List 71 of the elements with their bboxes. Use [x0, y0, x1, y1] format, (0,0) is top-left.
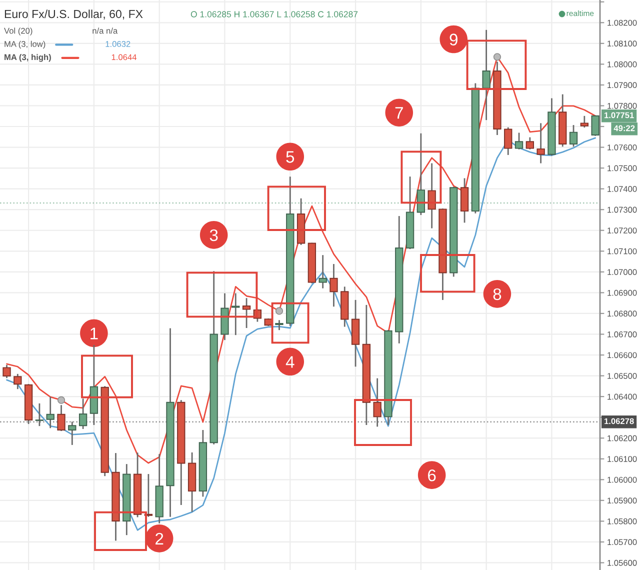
candlestick [35, 402, 44, 427]
candlestick [416, 132, 426, 216]
y-tick-label: 1.05800 [608, 518, 637, 524]
candlestick [330, 263, 338, 308]
candlestick [504, 126, 512, 156]
candlestick [536, 122, 545, 164]
candlestick [2, 364, 11, 379]
annotation: Vol (20) [4, 28, 32, 36]
y-tick-label: 1.06100 [608, 456, 637, 462]
annotation: 7 [395, 107, 403, 119]
candlestick [14, 373, 22, 390]
y-tick-label: 1.05600 [608, 560, 637, 566]
y-tick-label: 1.05700 [608, 539, 637, 546]
y-tick-label: 1.07500 [608, 165, 637, 172]
candlestick [428, 162, 436, 229]
candlestick [526, 136, 534, 150]
text: O 1.06285 H 1.06367 L 1.06258 C 1.06287 [190, 11, 358, 18]
point [275, 307, 284, 315]
annotation: 1.07751 [604, 112, 634, 118]
annotation: 5 [286, 151, 294, 163]
y-tick-label: 1.06400 [608, 394, 637, 400]
y-tick-label: 1.07000 [608, 269, 637, 276]
annotation: 2 [156, 532, 164, 544]
y-tick-label: 1.08000 [608, 61, 637, 68]
annotation: 8 [493, 288, 502, 300]
y-tick-label: 1.08200 [608, 20, 637, 26]
candlestick [242, 297, 251, 329]
y-tick-label: 1.06900 [608, 290, 637, 296]
annotation: 1.0644 [112, 54, 136, 60]
ref-line-label: 1.06278 [604, 418, 634, 424]
annotation: 4 [286, 356, 294, 368]
y-tick-label: 1.05900 [608, 498, 637, 504]
point [493, 53, 502, 61]
candlestick [318, 254, 327, 290]
annotation: 1 [90, 328, 98, 340]
y-tick-label: 1.07300 [608, 206, 637, 213]
candlestick [580, 115, 588, 128]
y-tick-label: 1.08100 [608, 40, 637, 47]
annotation: n/a n/a [92, 28, 118, 34]
y-tick-label: 1.07800 [608, 102, 637, 109]
text: Euro Fx/U.S. Dollar, 60, FX [4, 10, 143, 20]
annotation: 6 [428, 469, 436, 482]
candlestick [569, 124, 578, 148]
candlestick [232, 292, 240, 336]
y-tick-label: 1.06600 [608, 352, 637, 358]
candlestick [68, 420, 76, 446]
y-tick-label: 1.06800 [608, 310, 637, 317]
y-tick-label: 1.07900 [608, 82, 637, 88]
y-tick-label: 1.06500 [608, 372, 637, 379]
candlestick [275, 319, 284, 331]
y-tick-label: 1.07400 [608, 186, 637, 192]
y-tick-label: 1.07200 [608, 228, 637, 234]
candlestick [514, 132, 524, 150]
legend-label: MA (3, high) [4, 54, 51, 62]
y-tick-label: 1.07100 [608, 248, 637, 254]
y-tick-label: 1.06200 [608, 435, 637, 442]
annotation: 1.0632 [106, 41, 130, 47]
legend-label: MA (3, low) [4, 40, 46, 49]
y-tick-label: 1.06700 [608, 331, 637, 338]
text: 49:22 [614, 125, 635, 132]
candlestick [57, 404, 66, 432]
point [57, 396, 66, 404]
annotation: 9 [450, 34, 458, 46]
y-tick-label: 1.06000 [608, 476, 637, 483]
candlestick [46, 396, 54, 429]
y-tick-label: 1.07600 [608, 144, 637, 150]
candlestick [460, 178, 469, 224]
annotation: 3 [210, 229, 218, 242]
candlestick [78, 398, 88, 430]
candlestick [373, 378, 382, 428]
candlestick [482, 29, 490, 121]
